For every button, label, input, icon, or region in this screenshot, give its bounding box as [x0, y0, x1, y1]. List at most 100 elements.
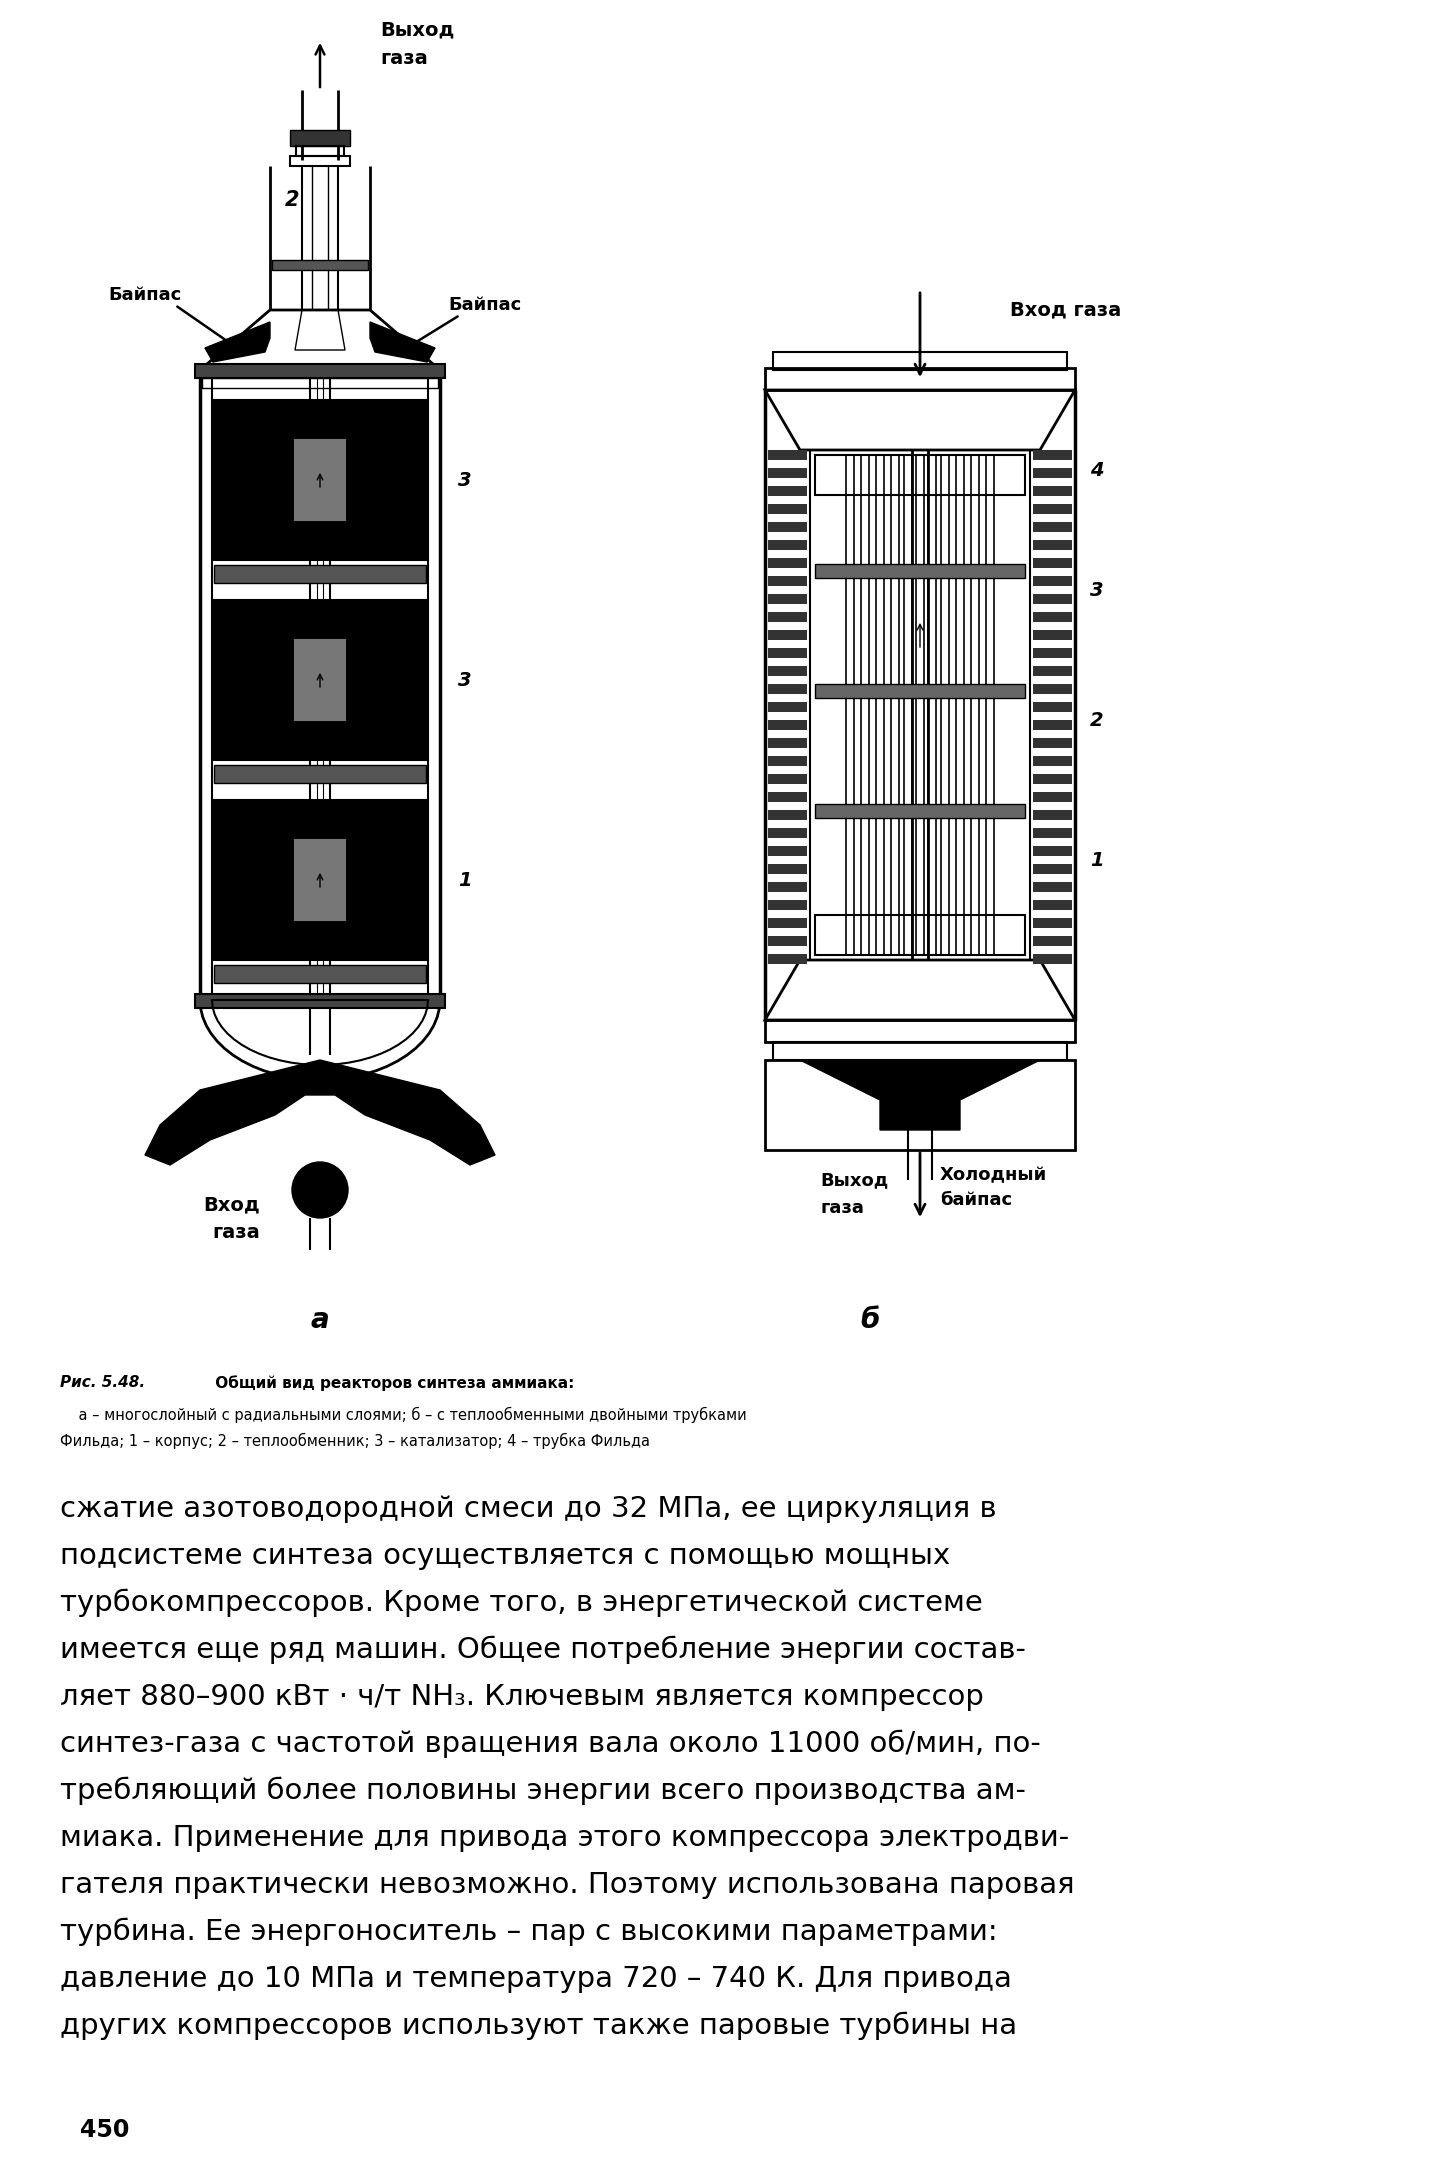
Bar — [768, 864, 807, 875]
Bar — [773, 1042, 1068, 1059]
Text: 450: 450 — [80, 2118, 129, 2142]
Bar — [768, 665, 807, 676]
Bar — [1033, 593, 1072, 604]
Text: Общий вид реакторов синтеза аммиака:: Общий вид реакторов синтеза аммиака: — [210, 1375, 574, 1391]
Text: байпас: байпас — [940, 1191, 1012, 1209]
Bar — [768, 576, 807, 587]
Bar — [766, 1020, 1075, 1042]
Text: 4: 4 — [1090, 461, 1103, 479]
Text: миака. Применение для привода этого компрессора электродви-: миака. Применение для привода этого комп… — [60, 1824, 1069, 1852]
Bar — [768, 613, 807, 622]
Bar — [195, 364, 445, 379]
Bar — [1033, 719, 1072, 730]
Text: Фильда; 1 – корпус; 2 – теплообменник; 3 – катализатор; 4 – трубка Фильда: Фильда; 1 – корпус; 2 – теплообменник; 3… — [60, 1434, 650, 1449]
Text: газа: газа — [820, 1200, 864, 1217]
Bar — [773, 353, 1068, 370]
Text: требляющий более половины энергии всего производства ам-: требляющий более половины энергии всего … — [60, 1776, 1026, 1806]
Bar — [1033, 665, 1072, 676]
Text: других компрессоров используют также паровые турбины на: других компрессоров используют также пар… — [60, 2012, 1017, 2040]
Text: давление до 10 МПа и температура 720 – 740 К. Для привода: давление до 10 МПа и температура 720 – 7… — [60, 1965, 1012, 1993]
Bar — [295, 440, 345, 520]
Bar — [768, 918, 807, 927]
Text: синтез-газа с частотой вращения вала около 11000 об/мин, по-: синтез-газа с частотой вращения вала око… — [60, 1731, 1040, 1759]
Text: 3: 3 — [458, 470, 472, 490]
Bar — [215, 401, 426, 561]
Bar — [215, 799, 426, 960]
Bar — [215, 600, 426, 760]
Text: Выход: Выход — [381, 19, 455, 39]
Bar — [1033, 810, 1072, 821]
Bar — [768, 953, 807, 964]
Bar — [215, 765, 426, 782]
Text: 3: 3 — [458, 671, 472, 689]
Text: гателя практически невозможно. Поэтому использована паровая: гателя практически невозможно. Поэтому и… — [60, 1871, 1075, 1900]
Text: 1: 1 — [458, 871, 472, 890]
Bar — [768, 847, 807, 856]
Bar — [1033, 773, 1072, 784]
Bar — [1033, 613, 1072, 622]
Text: а – многослойный с радиальными слоями; б – с теплообменными двойными трубками: а – многослойный с радиальными слоями; б… — [60, 1408, 747, 1423]
Bar — [768, 684, 807, 693]
Bar — [816, 455, 1025, 496]
Bar — [1033, 451, 1072, 459]
Bar — [1033, 953, 1072, 964]
Bar — [768, 773, 807, 784]
Bar — [1033, 918, 1072, 927]
Bar — [1033, 702, 1072, 713]
Bar — [768, 702, 807, 713]
Bar — [1033, 684, 1072, 693]
Text: Холодный: Холодный — [940, 1165, 1047, 1185]
Bar — [768, 522, 807, 533]
Bar — [1033, 576, 1072, 587]
Bar — [768, 901, 807, 910]
Text: турбокомпрессоров. Кроме того, в энергетической системе: турбокомпрессоров. Кроме того, в энергет… — [60, 1590, 983, 1618]
Text: сжатие азотоводородной смеси до 32 МПа, ее циркуляция в: сжатие азотоводородной смеси до 32 МПа, … — [60, 1495, 996, 1523]
Bar — [1033, 505, 1072, 513]
Bar — [768, 451, 807, 459]
Bar — [1033, 756, 1072, 767]
Bar — [816, 684, 1025, 697]
Bar — [1033, 936, 1072, 947]
Bar — [1033, 864, 1072, 875]
Bar — [816, 563, 1025, 578]
Bar — [816, 804, 1025, 819]
Bar — [768, 539, 807, 550]
Text: газа: газа — [381, 48, 428, 67]
Bar — [768, 559, 807, 567]
Bar — [290, 156, 351, 167]
Bar — [768, 810, 807, 821]
Bar — [215, 966, 426, 983]
Text: Вход: Вход — [203, 1196, 260, 1215]
Bar — [768, 505, 807, 513]
Text: ляет 880–900 кВт · ч/т NH₃. Ключевым является компрессор: ляет 880–900 кВт · ч/т NH₃. Ключевым явл… — [60, 1683, 985, 1711]
Bar — [768, 756, 807, 767]
Bar — [768, 485, 807, 496]
Bar — [768, 630, 807, 639]
Bar — [1033, 827, 1072, 838]
Text: Выход: Выход — [820, 1172, 889, 1189]
Bar — [295, 840, 345, 921]
Bar — [195, 994, 445, 1007]
Bar — [768, 936, 807, 947]
Text: б: б — [860, 1306, 880, 1334]
Text: подсистеме синтеза осуществляется с помощью мощных: подсистеме синтеза осуществляется с помо… — [60, 1542, 950, 1570]
Polygon shape — [371, 323, 435, 362]
Bar — [768, 827, 807, 838]
Bar — [768, 882, 807, 892]
Bar — [766, 368, 1075, 390]
Text: 1: 1 — [1090, 851, 1103, 869]
Bar — [1033, 739, 1072, 747]
Bar — [1033, 485, 1072, 496]
Bar — [1033, 648, 1072, 658]
Bar — [768, 739, 807, 747]
Bar — [290, 130, 351, 145]
Bar — [768, 793, 807, 801]
Bar — [295, 639, 345, 719]
Bar — [1033, 901, 1072, 910]
Polygon shape — [800, 1059, 1040, 1131]
Bar — [1033, 468, 1072, 479]
Bar — [816, 914, 1025, 955]
Text: турбина. Ее энергоноситель – пар с высокими параметрами:: турбина. Ее энергоноситель – пар с высок… — [60, 1919, 997, 1947]
Polygon shape — [145, 1059, 495, 1165]
Bar — [1033, 793, 1072, 801]
